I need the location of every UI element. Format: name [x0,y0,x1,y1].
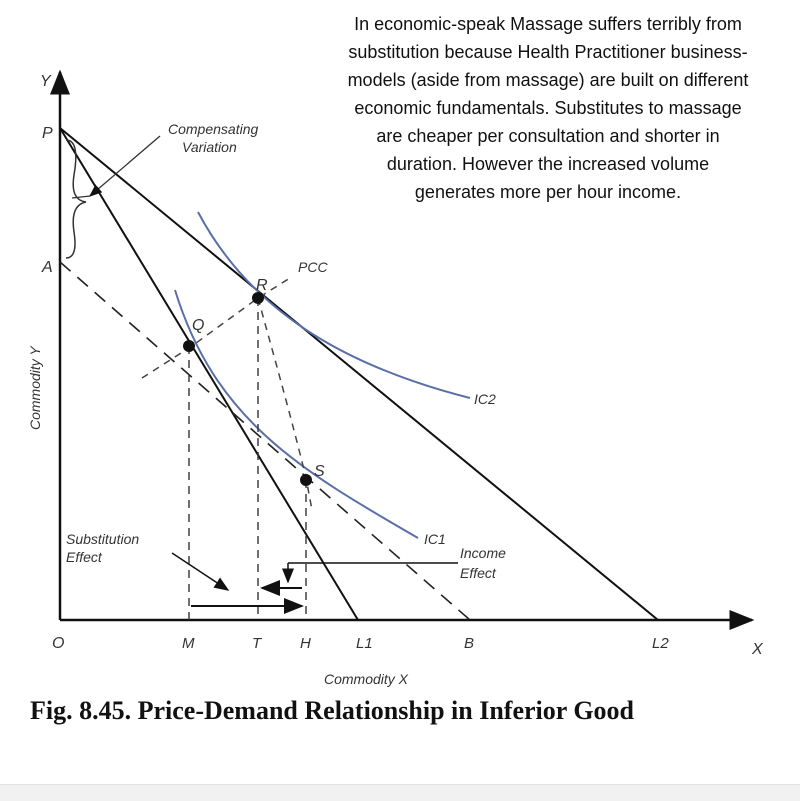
point-s [300,474,312,486]
caption-line: In economic-speak Massage suffers terrib… [354,14,742,34]
point-q [183,340,195,352]
label-substitution-effect: Effect [66,549,103,565]
label-p: P [42,125,53,142]
label-ic1: IC1 [424,531,446,547]
compensated-budget-line-ab [59,261,471,621]
figure-title: Fig. 8.45. Price-Demand Relationship in … [30,696,635,725]
label-l2: L2 [652,635,669,652]
caption-line: economic fundamentals. Substitutes to ma… [354,98,742,118]
axis-y-title: Commodity Y [27,345,43,430]
axis-x-title: Commodity X [324,671,409,687]
label-b: B [464,635,474,652]
pcc-through-s [257,297,313,511]
caption-line: substitution because Health Practitioner… [348,42,748,62]
compensating-pointer-1 [89,135,161,197]
label-ic2: IC2 [474,391,496,407]
caption-line: models (aside from massage) are built on… [347,70,749,90]
label-r: R [256,277,268,294]
label-pcc: PCC [298,259,328,275]
compensating-pointer-2 [71,195,91,199]
price-consumption-curve [141,277,291,379]
label-substitution: Substitution [66,531,139,547]
label-s: S [314,463,325,480]
caption-line: generates more per hour income. [414,182,682,202]
point-r [252,292,264,304]
caption-line: are cheaper per consultation and shorter… [376,126,720,146]
label-l1: L1 [356,635,373,652]
label-m: M [182,635,195,652]
label-income-effect: Effect [460,565,497,581]
indifference-curve-ic1 [174,289,419,539]
label-q: Q [192,317,204,334]
budget-line-pl1 [59,127,359,621]
substitution-pointer [171,552,230,591]
footer-bar [0,784,800,801]
label-origin: O [52,635,64,652]
label-axis-y-letter: Y [40,73,52,90]
label-h: H [300,635,311,652]
label-axis-x-letter: X [751,641,764,658]
compensating-variation-brace [65,139,87,259]
label-compensating: Compensating [168,121,258,137]
budget-line-pl2 [59,127,659,621]
indifference-curve-ic2 [197,211,471,399]
label-income: Income [460,545,506,561]
label-variation: Variation [182,139,237,155]
label-t: T [252,635,263,652]
economic-caption: In economic-speak Massage suffers terrib… [300,10,796,206]
caption-line: duration. However the increased volume [386,154,710,174]
label-a: A [41,259,53,276]
